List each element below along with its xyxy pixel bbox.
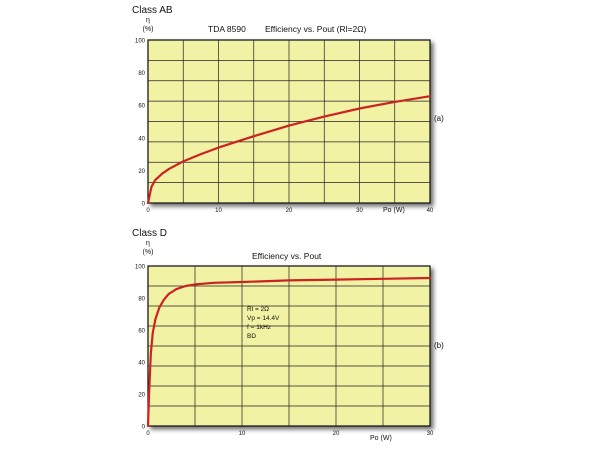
y-tick-label: 0 <box>142 202 146 208</box>
y-tick-label: 100 <box>135 265 146 271</box>
tick-labels: 0 20 40 60 80 100 0 10 20 30 40 <box>135 39 434 215</box>
x-tick-label: 10 <box>239 431 246 437</box>
x-axis-label: Po (W) <box>383 207 405 214</box>
tick-labels: 0 20 40 60 80 100 0 10 20 30 <box>135 265 434 438</box>
y-tick-label: 20 <box>138 169 145 175</box>
chart-a: Class AB η (%) TDA 8590 Efficiency vs. P… <box>132 5 444 214</box>
series-line <box>146 95 432 205</box>
chart-subtitle: TDA 8590 <box>208 24 246 34</box>
y-tick-label: 100 <box>135 39 146 45</box>
section-label: Class AB <box>132 5 173 16</box>
x-axis-label: Po (W) <box>370 435 392 442</box>
series-group <box>146 276 432 428</box>
y-axis-unit: (%) <box>143 249 154 256</box>
panel-label: (b) <box>434 341 444 350</box>
annotation-voltage: Vp = 14.4V <box>247 315 280 322</box>
y-axis-symbol: η <box>146 240 150 247</box>
grid <box>148 266 430 426</box>
x-tick-label: 20 <box>286 208 293 214</box>
series-group <box>146 95 432 205</box>
y-tick-label: 80 <box>138 71 145 77</box>
y-tick-label: 0 <box>142 425 146 431</box>
x-tick-label: 30 <box>356 208 363 214</box>
y-tick-label: 20 <box>138 393 145 399</box>
y-axis-unit: (%) <box>143 26 154 33</box>
y-tick-label: 60 <box>138 104 145 110</box>
annotation-mode: BD <box>247 333 256 340</box>
y-tick-label: 40 <box>138 136 145 142</box>
x-tick-label: 0 <box>146 431 150 437</box>
y-tick-label: 60 <box>138 329 145 335</box>
y-axis-symbol: η <box>146 17 150 24</box>
chart-title: Efficiency vs. Pout (Rl=2Ω) <box>265 24 367 34</box>
y-tick-label: 40 <box>138 361 145 367</box>
annotation-load: Rl = 2Ω <box>247 306 269 313</box>
series-line <box>146 276 432 428</box>
x-tick-label: 0 <box>146 208 150 214</box>
section-label: Class D <box>132 228 167 239</box>
x-tick-label: 40 <box>427 208 434 214</box>
annotation-frequency: f = 1kHz <box>247 324 271 331</box>
chart-title: Efficiency vs. Pout <box>252 251 322 261</box>
y-tick-label: 80 <box>138 297 145 303</box>
x-tick-label: 10 <box>215 208 222 214</box>
chart-b: Class D η (%) Efficiency vs. Pout 0 20 40 6… <box>132 228 444 442</box>
panel-label: (a) <box>434 114 444 123</box>
x-tick-label: 20 <box>333 431 340 437</box>
x-tick-label: 30 <box>427 431 434 437</box>
grid <box>148 40 430 203</box>
